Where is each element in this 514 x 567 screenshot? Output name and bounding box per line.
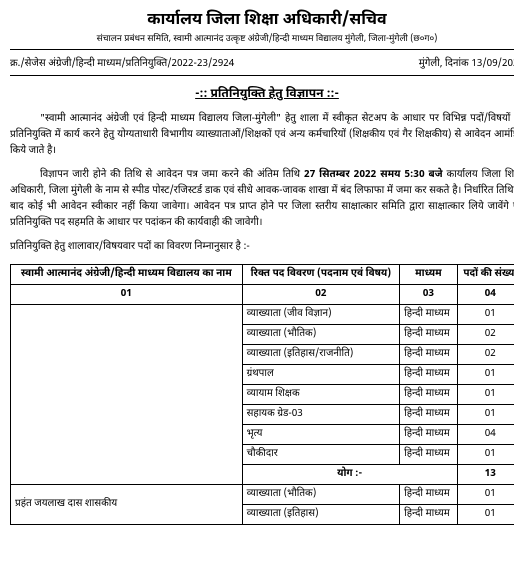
col-num-1: 01	[11, 285, 243, 305]
header-post: रिक्त पद विवरण (पदनाम एवं विषय)	[242, 265, 399, 285]
header-medium: माध्यम	[400, 265, 458, 285]
col-num-2: 02	[242, 285, 399, 305]
count-cell: 01	[457, 405, 514, 425]
medium-cell: हिन्दी माध्यम	[400, 365, 458, 385]
count-cell: 01	[457, 445, 514, 465]
table-row: व्याख्याता (जीव विज्ञान) हिन्दी माध्यम 0…	[11, 305, 514, 325]
count-cell: 02	[457, 345, 514, 365]
medium-cell: हिन्दी माध्यम	[400, 405, 458, 425]
count-cell: 01	[457, 385, 514, 405]
table-row: प्रहंत जयलाख दास शासकीय व्याख्याता (भौति…	[11, 485, 514, 505]
post-cell: व्यायाम शिक्षक	[242, 385, 399, 405]
post-cell: सहायक ग्रेड-03	[242, 405, 399, 425]
paragraph-1: "स्वामी आत्मानंद अंग्रेजी एवं हिन्दी माध…	[10, 112, 514, 160]
office-subtitle: संचालन प्रबंधन समिति, स्वामी आत्मानंद उत…	[10, 33, 514, 50]
count-cell: 02	[457, 325, 514, 345]
medium-cell: हिन्दी माध्यम	[400, 505, 458, 525]
post-cell: भृत्य	[242, 425, 399, 445]
reference-number: क्र./सेजेस अंग्रेजी/हिन्दी माध्यम/प्रतिन…	[10, 58, 234, 71]
office-title: कार्यालय जिला शिक्षा अधिकारी/सचिव	[10, 10, 514, 31]
post-cell: ग्रंथपाल	[242, 365, 399, 385]
post-cell: व्याख्याता (इतिहास/राजनीति)	[242, 345, 399, 365]
count-cell: 01	[457, 505, 514, 525]
total-label: योग :-	[242, 465, 457, 485]
notice-title: -:: प्रतिनियुक्ति हेतु विज्ञापन ::-	[10, 86, 514, 102]
school-name-1	[11, 305, 243, 485]
post-cell: व्याख्याता (भौतिक)	[242, 325, 399, 345]
medium-cell: हिन्दी माध्यम	[400, 485, 458, 505]
header-count: पदों की संख्या	[457, 265, 514, 285]
post-cell: व्याख्याता (जीव विज्ञान)	[242, 305, 399, 325]
school-name-2: प्रहंत जयलाख दास शासकीय	[11, 485, 243, 525]
medium-cell: हिन्दी माध्यम	[400, 425, 458, 445]
count-cell: 04	[457, 425, 514, 445]
medium-cell: हिन्दी माध्यम	[400, 305, 458, 325]
medium-cell: हिन्दी माध्यम	[400, 385, 458, 405]
count-cell: 01	[457, 365, 514, 385]
header-school: स्वामी आत्मानंद अंग्रेजी/हिन्दी माध्यम व…	[11, 265, 243, 285]
paragraph-3: प्रतिनियुक्ति हेतु शालावार/विषयवार पदों …	[10, 240, 514, 256]
medium-cell: हिन्दी माध्यम	[400, 445, 458, 465]
medium-cell: हिन्दी माध्यम	[400, 345, 458, 365]
col-num-3: 03	[400, 285, 458, 305]
col-num-4: 04	[457, 285, 514, 305]
count-cell: 01	[457, 485, 514, 505]
post-cell: चौकीदार	[242, 445, 399, 465]
total-count: 13	[457, 465, 514, 485]
date-place: मुंगेली, दिनांक 13/09/2022	[419, 58, 514, 71]
post-cell: व्याख्याता (इतिहास)	[242, 505, 399, 525]
post-cell: व्याख्याता (भौतिक)	[242, 485, 399, 505]
paragraph-2: विज्ञापन जारी होने की तिथि से आवेदन पत्र…	[10, 168, 514, 232]
vacancy-table: स्वामी आत्मानंद अंग्रेजी/हिन्दी माध्यम व…	[10, 264, 514, 525]
medium-cell: हिन्दी माध्यम	[400, 325, 458, 345]
count-cell: 01	[457, 305, 514, 325]
